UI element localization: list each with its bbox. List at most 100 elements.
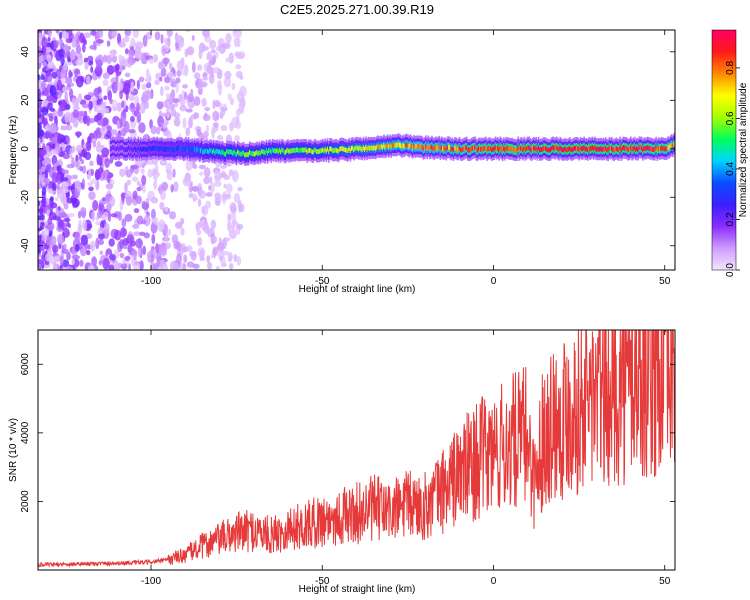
spectrogram-cell	[41, 45, 47, 56]
spectrogram-cell	[161, 181, 169, 191]
spectrogram-cell	[318, 149, 321, 154]
spectrogram-cell	[414, 144, 416, 150]
spectrogram-cell	[214, 192, 221, 200]
spectrogram-cell	[196, 146, 198, 152]
spectrogram-cell	[294, 148, 297, 154]
spectrogram-cell	[180, 145, 183, 151]
spectrogram-cell	[269, 148, 271, 153]
spectrogram-cell	[578, 147, 581, 153]
spectrogram-cell	[441, 145, 444, 151]
spectrogram-cell	[141, 147, 143, 153]
spectrogram-cell	[236, 223, 244, 230]
spectrogram-cell	[210, 219, 217, 230]
spectrogram-cell	[41, 187, 47, 196]
spectrogram-cell	[233, 149, 235, 155]
spectrogram-cell	[609, 146, 612, 152]
y-tick-label: 6000	[20, 353, 31, 376]
spectrogram-cell	[640, 145, 643, 151]
spectrogram-cell	[65, 104, 71, 110]
spectrogram-cell	[292, 148, 294, 153]
spectrogram-cell	[63, 217, 71, 223]
spectrogram-cell	[168, 93, 174, 105]
spectrogram-cell	[323, 148, 325, 154]
spectrogram-cell	[42, 61, 47, 67]
spectrogram-cell	[395, 142, 397, 148]
spectrogram-cell	[166, 30, 173, 38]
spectrogram-cell	[106, 40, 111, 47]
spectrogram-cell	[133, 231, 141, 237]
spectrogram-cell	[209, 176, 213, 184]
spectrogram-cell	[197, 198, 202, 207]
spectrogram-cell	[180, 69, 188, 76]
spectrogram-cell	[61, 76, 66, 85]
spectrogram-cell	[41, 37, 48, 50]
spectrogram-cell	[506, 145, 509, 151]
spectrogram-cell	[169, 146, 172, 152]
spectrogram-cell	[666, 146, 668, 152]
spectrogram-cell	[223, 76, 232, 88]
spectrogram-cell	[193, 72, 201, 80]
spectrogram-cell	[286, 148, 288, 154]
spectrogram-cell	[316, 149, 318, 155]
spectrogram-cell	[101, 144, 105, 149]
spectrogram-cell	[87, 55, 94, 62]
spectrogram-cell	[272, 148, 275, 154]
spectrogram-cell	[219, 255, 223, 262]
spectrogram-cell	[450, 147, 452, 152]
spectrogram-cell	[160, 112, 167, 118]
spectrogram-cell	[41, 80, 46, 92]
spectrogram-cell	[203, 130, 209, 138]
spectrogram-cell	[207, 262, 213, 270]
spectrogram-cell	[139, 145, 142, 151]
spectrogram-cell	[199, 249, 205, 261]
spectrogram-cell	[511, 146, 514, 152]
spectrogram-cell	[501, 147, 504, 153]
spectrogram-cell	[189, 148, 191, 153]
spectrogram-cell	[77, 210, 82, 219]
spectrogram-cell	[571, 147, 574, 153]
spectrogram-cell	[431, 144, 433, 150]
spectrogram-cell	[112, 145, 114, 150]
spectrogram-cell	[670, 142, 673, 148]
colorbar-ticks: 0.0 0.2 0.4 0.6 0.8	[725, 61, 740, 277]
spectrogram-cell	[137, 246, 142, 258]
spectrogram-cell	[61, 244, 65, 254]
spectrogram-cell	[153, 53, 159, 63]
spectrogram-cell	[119, 199, 124, 212]
spectrogram-cell	[613, 147, 615, 153]
spectrogram-cell	[153, 180, 157, 190]
spectrogram-cell	[392, 143, 395, 148]
spectrogram-cell	[95, 237, 100, 250]
spectrogram-cell	[389, 142, 391, 148]
spectrogram-cell	[644, 146, 647, 151]
spectrogram-cell	[383, 142, 385, 148]
spectrogram-cell	[313, 147, 316, 153]
spectrogram-cell	[38, 159, 41, 171]
spectrogram-cell	[585, 146, 588, 152]
spectrogram-cell	[281, 147, 283, 153]
spectrogram-cell	[288, 149, 291, 155]
spectrogram-cell	[159, 202, 165, 210]
spectrogram-cell	[413, 143, 415, 149]
spectrogram-cell	[227, 149, 229, 155]
spectrogram-cell	[241, 150, 244, 156]
spectrogram-cell	[132, 30, 140, 38]
spectrogram-cell	[42, 98, 49, 107]
spectrogram-cell	[239, 203, 245, 213]
spectrogram-cell	[205, 200, 211, 210]
spectrogram-cell	[622, 145, 625, 150]
spectrogram-cell	[120, 145, 123, 151]
spectrogram-cell	[547, 147, 550, 153]
spectrogram-cell	[96, 30, 104, 39]
spectrogram-cell	[115, 63, 120, 72]
spectrogram-cell	[49, 235, 57, 246]
spectrogram-cell	[507, 146, 510, 152]
spectrogram-cell	[79, 32, 85, 44]
spectrogram-cell	[214, 99, 221, 108]
spectrogram-cell	[603, 146, 606, 152]
spectrogram-cell	[612, 147, 614, 153]
spectrogram-cell	[595, 146, 597, 152]
spectrogram-cell	[458, 145, 461, 151]
spectrogram-cell	[200, 219, 206, 225]
spectrogram-cell	[560, 146, 563, 152]
